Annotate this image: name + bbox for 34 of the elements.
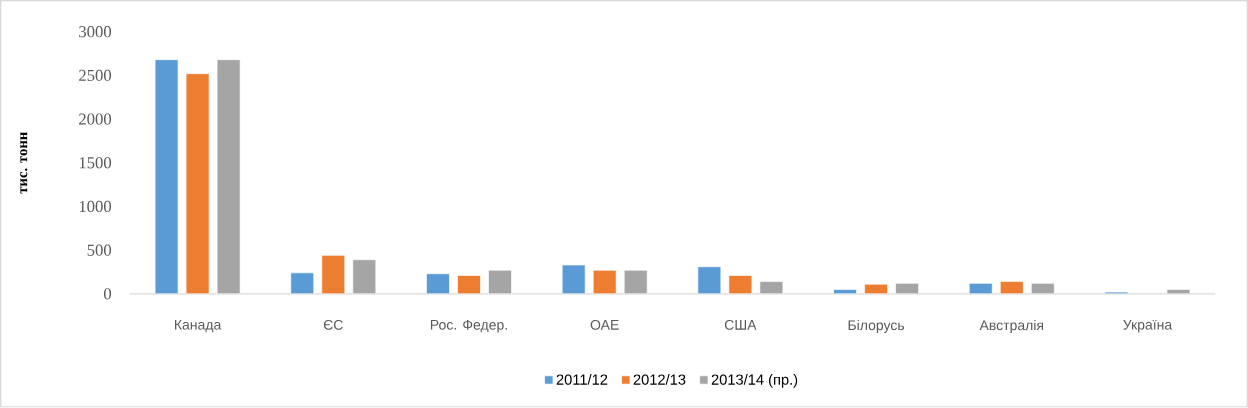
bar — [697, 266, 722, 295]
y-tick-label: 1500 — [79, 157, 112, 169]
y-tick-label: 0 — [103, 288, 112, 300]
x-tick-label: Канада — [175, 320, 222, 333]
legend-label: 2013/14 (пр.) — [711, 374, 798, 388]
x-tick-label: Австралія — [979, 320, 1044, 334]
x-tick-label: ЄС — [323, 320, 343, 331]
bar — [728, 275, 753, 295]
bar — [457, 275, 481, 295]
y-tick-label: 1000 — [79, 201, 112, 213]
bar — [864, 284, 888, 295]
bar — [290, 272, 315, 295]
bar — [999, 281, 1024, 295]
x-tick-label: Білорусь — [848, 320, 905, 334]
legend-label: 2012/13 — [633, 374, 686, 386]
x-tick-label: ОАЕ — [590, 320, 619, 331]
y-tick-label: 3000 — [79, 26, 112, 38]
bar — [321, 255, 346, 295]
bar — [154, 59, 179, 295]
legend-label: 2011/12 — [556, 374, 608, 386]
y-tick-label: 2000 — [79, 113, 112, 125]
bar — [352, 259, 377, 295]
bar — [968, 283, 993, 295]
bar — [185, 73, 210, 295]
x-tick-label: США — [724, 320, 757, 331]
x-tick-label: Рос. Федер. — [430, 320, 507, 333]
x-tick-label: Україна — [1123, 320, 1173, 333]
bar — [216, 59, 241, 295]
y-tick-label: 2500 — [79, 69, 112, 82]
y-axis-title: тис. тонн — [20, 132, 28, 194]
bar — [592, 270, 617, 295]
bar — [426, 273, 450, 295]
y-tick-label: 500 — [87, 244, 112, 256]
bar — [561, 264, 586, 295]
